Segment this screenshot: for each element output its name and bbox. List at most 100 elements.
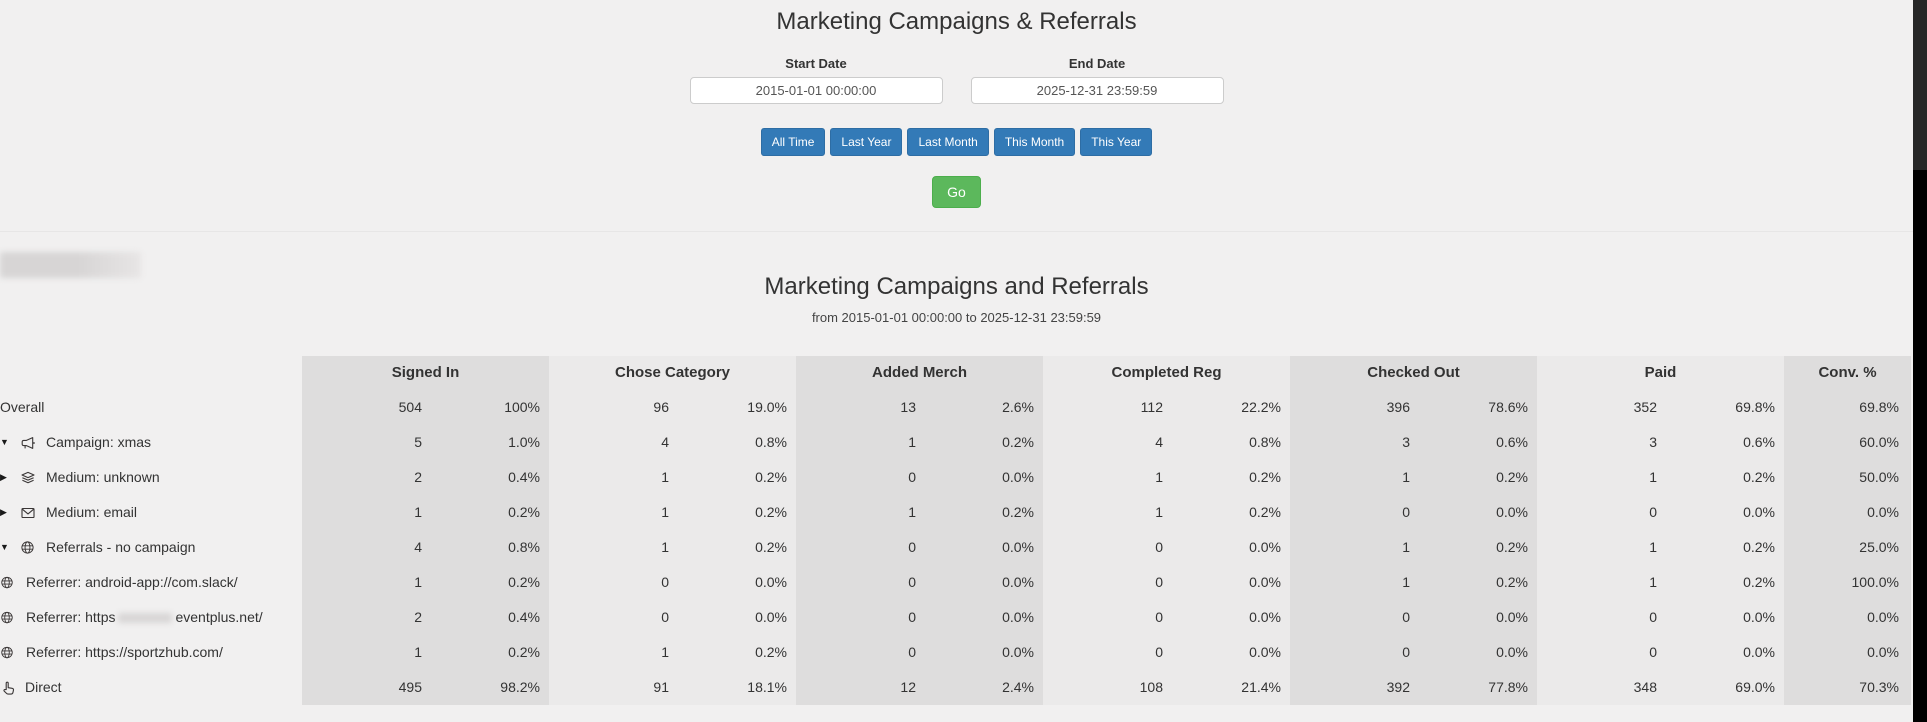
cell-percent: 98.2% bbox=[425, 670, 549, 705]
cell-percent: 2.6% bbox=[919, 390, 1043, 425]
cell-count: 1 bbox=[549, 495, 672, 530]
cell-count: 0 bbox=[1290, 635, 1413, 670]
cell-percent: 0.0% bbox=[1660, 495, 1784, 530]
cell-percent: 0.0% bbox=[919, 635, 1043, 670]
cell-count: 1 bbox=[549, 635, 672, 670]
cell-percent: 19.0% bbox=[672, 390, 796, 425]
cell-conversion-percent: 100.0% bbox=[1784, 565, 1911, 600]
row-label-text: Overall bbox=[0, 399, 45, 415]
cell-count: 1 bbox=[1537, 530, 1660, 565]
end-date-input[interactable] bbox=[970, 77, 1224, 104]
table-row-label[interactable]: ▼ Referrals - no campaign bbox=[0, 530, 302, 565]
cell-percent: 0.0% bbox=[1166, 530, 1290, 565]
column-header: Paid bbox=[1537, 356, 1784, 390]
column-header: Added Merch bbox=[796, 356, 1043, 390]
cell-count: 1 bbox=[1043, 495, 1166, 530]
cell-conversion-percent: 0.0% bbox=[1784, 600, 1911, 635]
scrollbar-thumb[interactable] bbox=[1913, 0, 1927, 170]
cell-percent: 0.2% bbox=[1660, 530, 1784, 565]
cell-count: 96 bbox=[549, 390, 672, 425]
row-label-text: Referrer: https://sportzhub.com/ bbox=[26, 644, 223, 660]
table-row-label[interactable]: ▼ Campaign: xmas bbox=[0, 425, 302, 460]
cell-percent: 77.8% bbox=[1413, 670, 1537, 705]
cell-percent: 0.0% bbox=[1660, 600, 1784, 635]
cell-percent: 0.8% bbox=[672, 425, 796, 460]
cell-percent: 0.0% bbox=[1413, 600, 1537, 635]
cell-count: 3 bbox=[1290, 425, 1413, 460]
end-date-label: End Date bbox=[1068, 56, 1126, 71]
cell-conversion-percent: 69.8% bbox=[1784, 390, 1911, 425]
cell-percent: 0.0% bbox=[1166, 565, 1290, 600]
cell-count: 1 bbox=[302, 565, 425, 600]
cell-percent: 0.2% bbox=[1166, 495, 1290, 530]
table-row-label: Referrer: android-app://com.slack/ bbox=[0, 565, 302, 600]
quick-range-button[interactable]: All Time bbox=[760, 128, 826, 156]
cell-count: 504 bbox=[302, 390, 425, 425]
layers-icon bbox=[20, 470, 38, 486]
row-label-text: Direct bbox=[25, 679, 62, 695]
cell-count: 3 bbox=[1537, 425, 1660, 460]
cell-percent: 0.6% bbox=[1413, 425, 1537, 460]
cell-percent: 0.2% bbox=[672, 495, 796, 530]
column-header: Chose Category bbox=[549, 356, 796, 390]
cell-count: 0 bbox=[796, 565, 919, 600]
cell-count: 0 bbox=[549, 565, 672, 600]
cell-count: 13 bbox=[796, 390, 919, 425]
cell-percent: 0.2% bbox=[425, 635, 549, 670]
cell-count: 2 bbox=[302, 600, 425, 635]
cell-count: 0 bbox=[1537, 635, 1660, 670]
chevron-right-icon[interactable]: ▶ bbox=[0, 507, 7, 517]
cell-percent: 21.4% bbox=[1166, 670, 1290, 705]
table-row-label: Overall bbox=[0, 390, 302, 425]
cell-percent: 0.2% bbox=[1413, 530, 1537, 565]
globe-icon bbox=[0, 645, 14, 660]
cell-percent: 0.0% bbox=[919, 600, 1043, 635]
cell-count: 4 bbox=[1043, 425, 1166, 460]
cell-percent: 0.8% bbox=[425, 530, 549, 565]
cell-percent: 18.1% bbox=[672, 670, 796, 705]
cell-count: 2 bbox=[302, 460, 425, 495]
quick-range-button[interactable]: This Month bbox=[993, 128, 1076, 156]
cell-count: 1 bbox=[796, 425, 919, 460]
report-title: Marketing Campaigns and Referrals bbox=[764, 273, 1149, 300]
table-row-label: Referrer: https eventplus.net/ bbox=[0, 600, 302, 635]
bullhorn-icon bbox=[20, 435, 38, 451]
cell-count: 348 bbox=[1537, 670, 1660, 705]
row-label-text: Referrer: android-app://com.slack/ bbox=[26, 574, 238, 590]
cell-percent: 0.2% bbox=[672, 530, 796, 565]
cell-count: 0 bbox=[796, 460, 919, 495]
cell-percent: 1.0% bbox=[425, 425, 549, 460]
row-label-text: Referrals - no campaign bbox=[46, 539, 196, 555]
chevron-down-icon[interactable]: ▼ bbox=[0, 542, 9, 552]
redacted-text-block bbox=[0, 252, 141, 278]
cell-percent: 0.2% bbox=[672, 635, 796, 670]
cell-conversion-percent: 0.0% bbox=[1784, 635, 1911, 670]
start-date-input[interactable] bbox=[689, 77, 943, 104]
go-row: Go bbox=[0, 176, 1913, 208]
table-row-label[interactable]: ▶ Medium: unknown bbox=[0, 460, 302, 495]
table-row-label[interactable]: ▶ Medium: email bbox=[0, 495, 302, 530]
table-row-label: Referrer: https://sportzhub.com/ bbox=[0, 635, 302, 670]
cell-count: 0 bbox=[796, 635, 919, 670]
cell-count: 4 bbox=[302, 530, 425, 565]
cell-count: 0 bbox=[1043, 635, 1166, 670]
cell-percent: 0.0% bbox=[672, 565, 796, 600]
cell-count: 1 bbox=[302, 635, 425, 670]
date-filter-panel: Marketing Campaigns & Referrals Start Da… bbox=[0, 0, 1913, 232]
go-button[interactable]: Go bbox=[932, 176, 981, 208]
end-date-field: End Date bbox=[970, 56, 1224, 104]
cell-count: 0 bbox=[796, 600, 919, 635]
chevron-down-icon[interactable]: ▼ bbox=[0, 437, 9, 447]
cell-percent: 0.0% bbox=[1166, 600, 1290, 635]
quick-range-button[interactable]: This Year bbox=[1080, 128, 1153, 156]
cell-percent: 69.8% bbox=[1660, 390, 1784, 425]
cell-count: 0 bbox=[1290, 495, 1413, 530]
globe-icon bbox=[20, 540, 38, 555]
cell-percent: 0.6% bbox=[1660, 425, 1784, 460]
quick-range-button[interactable]: Last Month bbox=[907, 128, 989, 156]
chevron-right-icon[interactable]: ▶ bbox=[0, 472, 7, 482]
page-title: Marketing Campaigns & Referrals bbox=[776, 8, 1137, 35]
vertical-scrollbar[interactable] bbox=[1913, 0, 1927, 722]
quick-range-button[interactable]: Last Year bbox=[830, 128, 903, 156]
cell-count: 0 bbox=[1043, 530, 1166, 565]
